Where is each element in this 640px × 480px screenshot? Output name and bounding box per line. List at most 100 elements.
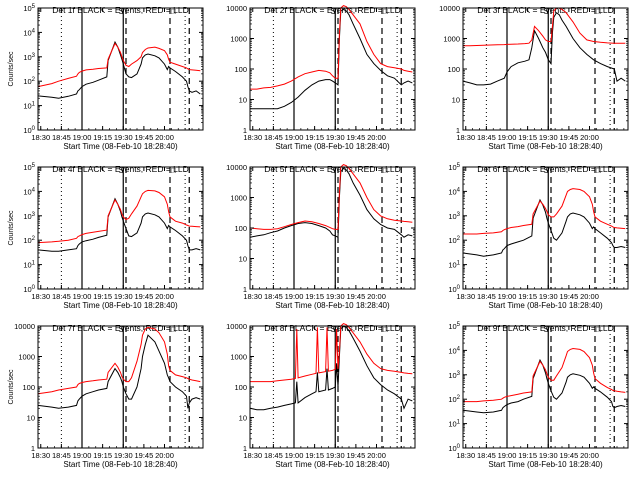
x-tick-label: 19:15 (93, 292, 112, 301)
marker-symbol: □ (171, 7, 176, 16)
y-tick-label: 10 (452, 96, 460, 105)
y-tick-label: 102 (23, 236, 35, 245)
y-tick-label: 10000 (14, 322, 35, 331)
plot-frame (37, 166, 204, 290)
x-tick-label: 18:45 (52, 292, 71, 301)
events-series-line (37, 197, 201, 252)
x-axis-label: Start Time (08-Feb-10 18:28:40) (488, 142, 603, 151)
x-tick-label: 18:30 (243, 292, 262, 301)
x-tick-label: 19:15 (305, 292, 324, 301)
x-tick-label: 19:00 (73, 451, 92, 460)
y-tick-label: 105 (23, 4, 35, 13)
plot-frame (462, 7, 629, 131)
x-axis-label: Start Time (08-Feb-10 18:28:40) (488, 460, 603, 469)
y-tick-label: 100 (234, 383, 247, 392)
marker-symbol: S (119, 166, 124, 175)
x-tick-label: 19:30 (539, 133, 558, 142)
y-tick-label: 10000 (226, 4, 247, 13)
x-tick-label: 19:15 (518, 451, 537, 460)
lld-series-line (37, 189, 201, 244)
x-tick-label: 19:45 (346, 292, 365, 301)
events-series-line (37, 334, 201, 409)
marker-symbol: □ (383, 7, 388, 16)
y-tick-label: 10 (239, 414, 247, 423)
marker-symbol: S (331, 325, 336, 334)
y-tick-label: 10 (27, 414, 35, 423)
panel-title: Det 5f BLACK = Events, RED = LLD (264, 164, 401, 174)
x-tick-label: 19:00 (285, 292, 304, 301)
y-tick-label: 1000 (230, 194, 247, 203)
marker-symbol: S (544, 166, 549, 175)
y-tick-label: 104 (448, 346, 460, 355)
marker-symbol: S (331, 7, 336, 16)
x-tick-label: 20:00 (367, 292, 386, 301)
marker-symbol: S (331, 166, 336, 175)
x-tick-label: 19:00 (73, 133, 92, 142)
x-axis-label: Start Time (08-Feb-10 18:28:40) (63, 301, 178, 310)
marker-symbol: □ (596, 7, 601, 16)
x-tick-label: 19:30 (114, 133, 133, 142)
x-axis-label: Start Time (08-Feb-10 18:28:40) (275, 301, 390, 310)
x-tick-label: 19:30 (539, 292, 558, 301)
x-tick-label: 19:30 (326, 292, 345, 301)
y-tick-label: 105 (448, 322, 460, 331)
y-tick-label: 101 (23, 102, 35, 111)
marker-symbol: □ (596, 166, 601, 175)
y-tick-label: 103 (448, 371, 460, 380)
plot-frame (249, 166, 416, 290)
panel-title: Det 1f BLACK = Events, RED = LLD (52, 5, 189, 15)
x-tick-label: 19:00 (498, 451, 517, 460)
lld-series-line (250, 323, 413, 383)
y-tick-label: 1 (31, 444, 35, 453)
plot-frame (462, 325, 629, 449)
x-tick-label: 18:30 (456, 451, 475, 460)
x-tick-label: 20:00 (367, 451, 386, 460)
x-tick-label: 19:45 (346, 133, 365, 142)
events-series-line (249, 167, 413, 238)
x-tick-label: 18:45 (264, 292, 283, 301)
y-tick-label: 100 (234, 224, 247, 233)
lld-series-line (463, 188, 626, 235)
x-tick-label: 19:45 (559, 292, 578, 301)
x-tick-label: 19:00 (498, 133, 517, 142)
y-axis-label: Counts/sec (8, 210, 15, 246)
events-series-line (462, 358, 626, 414)
x-tick-label: 19:15 (305, 133, 324, 142)
y-tick-label: 100 (23, 126, 35, 135)
x-tick-label: 18:45 (52, 133, 71, 142)
x-tick-label: 19:15 (518, 133, 537, 142)
y-axis-label: Counts/sec (8, 51, 15, 87)
x-tick-label: 19:15 (518, 292, 537, 301)
y-tick-label: 10000 (226, 163, 247, 172)
marker-symbol: □ (383, 325, 388, 334)
y-tick-label: 102 (448, 236, 460, 245)
y-tick-label: 100 (447, 65, 460, 74)
x-tick-label: 19:15 (305, 451, 324, 460)
y-tick-label: 102 (23, 77, 35, 86)
marker-symbol: S (119, 325, 124, 334)
x-tick-label: 18:30 (243, 133, 262, 142)
x-tick-label: 20:00 (155, 451, 174, 460)
y-tick-label: 1000 (443, 35, 460, 44)
x-axis-label: Start Time (08-Feb-10 18:28:40) (63, 460, 178, 469)
x-tick-label: 18:30 (31, 133, 50, 142)
y-tick-label: 100 (22, 383, 35, 392)
x-tick-label: 18:30 (31, 292, 50, 301)
y-tick-label: 101 (23, 261, 35, 270)
y-tick-label: 100 (448, 285, 460, 294)
events-series-line (37, 40, 201, 99)
y-tick-label: 100 (234, 65, 247, 74)
x-tick-label: 20:00 (580, 451, 599, 460)
lld-series-line (250, 5, 413, 90)
y-axis-label: Counts/sec (8, 369, 15, 405)
panel-title: Det 9f BLACK = Events, RED = LLD (477, 323, 614, 333)
y-tick-label: 10000 (226, 322, 247, 331)
lld-series-line (249, 164, 413, 230)
y-tick-label: 1 (456, 126, 460, 135)
x-tick-label: 19:00 (73, 292, 92, 301)
panel-title: Det 7f BLACK = Events, RED = LLD (52, 323, 189, 333)
